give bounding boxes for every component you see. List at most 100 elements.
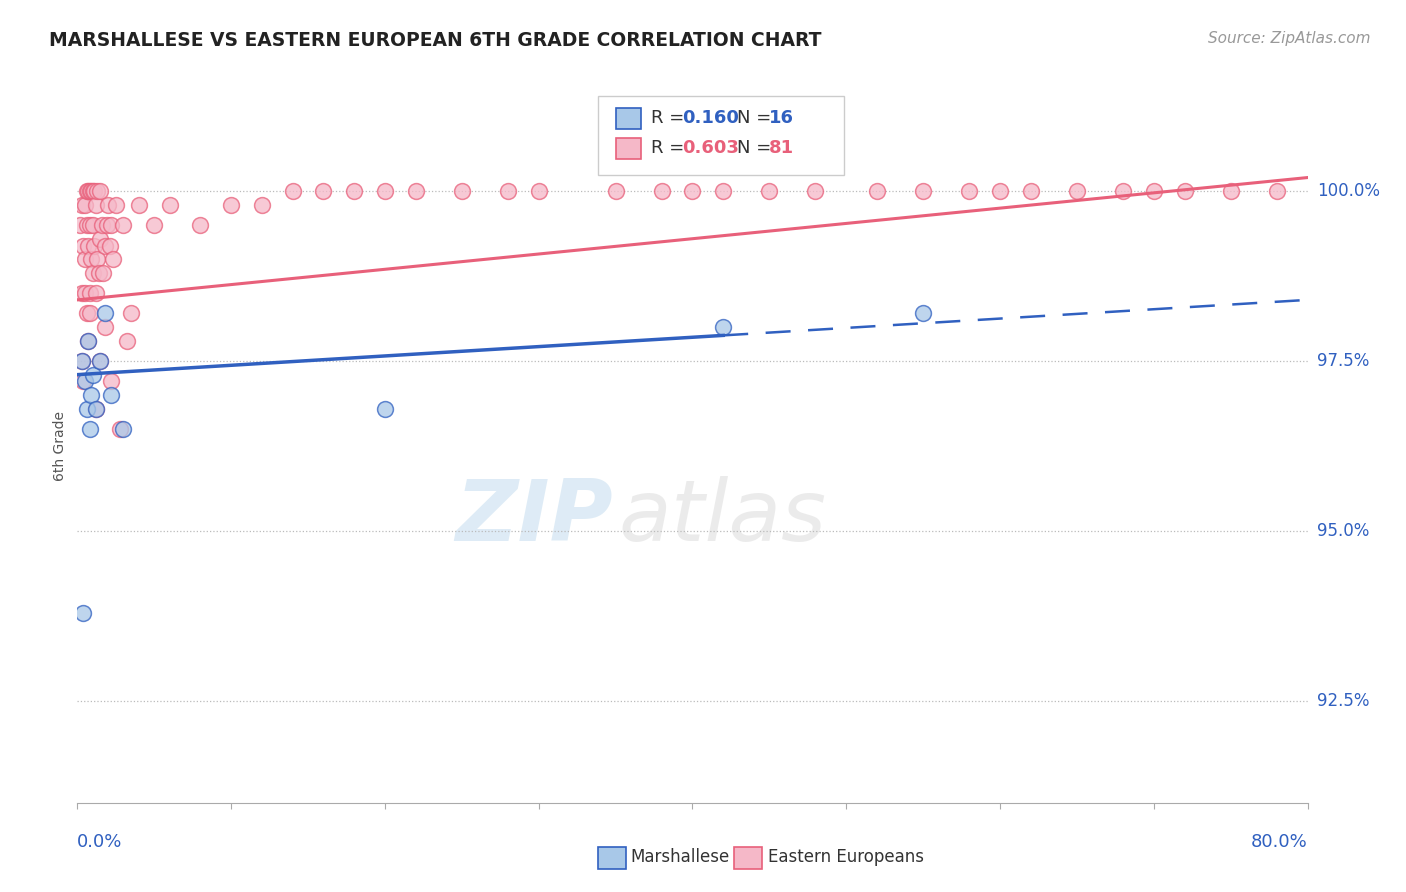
Point [93, 266, 115, 280]
Point [73, 286, 96, 301]
Text: 97.5%: 97.5% [1317, 352, 1369, 370]
Point [682, 184, 704, 198]
Text: R =: R = [651, 139, 689, 157]
Point [70, 286, 93, 301]
Point [94, 306, 117, 320]
Point [758, 184, 780, 198]
Point [112, 422, 135, 436]
Point [804, 184, 827, 198]
Point [76, 218, 98, 232]
Point [82, 266, 104, 280]
Point [77, 334, 100, 348]
Point [1066, 184, 1088, 198]
Point [84, 401, 107, 416]
Point [82, 184, 104, 198]
Point [100, 375, 122, 389]
Text: 81: 81 [769, 139, 794, 157]
Point [72, 238, 94, 252]
Point [79, 286, 101, 301]
Point [312, 184, 335, 198]
Point [957, 184, 980, 198]
Point [250, 198, 273, 212]
Text: 100.0%: 100.0% [1317, 182, 1381, 200]
Point [70, 354, 93, 368]
Point [77, 238, 100, 252]
Text: ZIP: ZIP [456, 475, 613, 559]
Point [86, 184, 108, 198]
Text: 0.0%: 0.0% [77, 833, 122, 851]
Point [79, 422, 101, 436]
Point [76, 306, 98, 320]
Point [374, 184, 396, 198]
Point [374, 401, 396, 416]
Point [1219, 184, 1241, 198]
Point [73, 375, 96, 389]
Point [281, 184, 304, 198]
Point [450, 184, 472, 198]
Y-axis label: 6th Grade: 6th Grade [53, 411, 67, 481]
Point [77, 334, 100, 348]
Point [100, 388, 122, 402]
Point [76, 401, 98, 416]
Point [72, 375, 94, 389]
Point [527, 184, 550, 198]
Point [76, 184, 98, 198]
Point [188, 218, 212, 232]
Point [89, 354, 111, 368]
Text: 0.603: 0.603 [683, 139, 740, 157]
Text: 16: 16 [769, 110, 794, 128]
Point [912, 184, 935, 198]
Text: MARSHALLESE VS EASTERN EUROPEAN 6TH GRADE CORRELATION CHART: MARSHALLESE VS EASTERN EUROPEAN 6TH GRAD… [49, 31, 821, 50]
Point [120, 306, 142, 320]
Point [1265, 184, 1288, 198]
Point [80, 184, 103, 198]
Point [159, 198, 181, 212]
Point [73, 198, 96, 212]
Point [97, 198, 120, 212]
Point [83, 238, 105, 252]
Point [94, 238, 117, 252]
Point [84, 401, 107, 416]
Point [1112, 184, 1135, 198]
Point [80, 388, 103, 402]
Text: 95.0%: 95.0% [1317, 522, 1369, 540]
Text: atlas: atlas [619, 475, 827, 559]
Point [73, 252, 96, 266]
Point [143, 218, 166, 232]
Point [80, 252, 103, 266]
Text: Source: ZipAtlas.com: Source: ZipAtlas.com [1208, 31, 1371, 46]
Point [79, 218, 101, 232]
Point [912, 306, 935, 320]
Point [72, 606, 94, 620]
Point [84, 198, 107, 212]
Point [98, 238, 121, 252]
Point [219, 198, 242, 212]
Point [96, 218, 118, 232]
Point [70, 354, 93, 368]
Point [87, 266, 110, 280]
Text: Marshallese: Marshallese [630, 848, 730, 866]
Point [79, 184, 101, 198]
Text: N =: N = [737, 139, 776, 157]
Point [82, 218, 104, 232]
Point [70, 198, 93, 212]
Text: R =: R = [651, 110, 689, 128]
Point [77, 184, 100, 198]
Point [84, 286, 107, 301]
Point [86, 252, 108, 266]
Text: 92.5%: 92.5% [1317, 692, 1369, 710]
Point [104, 198, 127, 212]
Point [651, 184, 673, 198]
Point [90, 218, 114, 232]
Point [128, 198, 150, 212]
Point [711, 320, 734, 334]
Point [83, 184, 105, 198]
Point [1143, 184, 1166, 198]
Text: N =: N = [737, 110, 776, 128]
Point [115, 334, 138, 348]
Point [866, 184, 889, 198]
Point [988, 184, 1011, 198]
Point [711, 184, 734, 198]
Point [94, 320, 117, 334]
Point [496, 184, 519, 198]
